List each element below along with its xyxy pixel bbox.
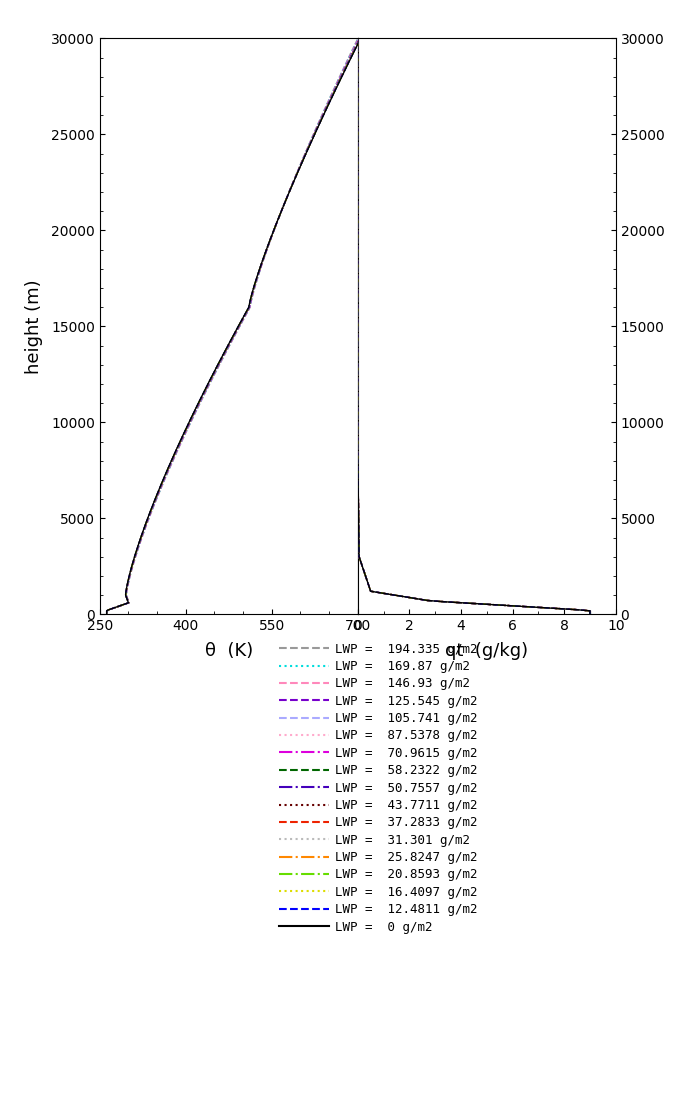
X-axis label: qt  (g/kg): qt (g/kg) bbox=[445, 642, 528, 659]
Y-axis label: height (m): height (m) bbox=[25, 279, 43, 374]
Legend: LWP =  194.335 g/m2, LWP =  169.87 g/m2, LWP =  146.93 g/m2, LWP =  125.545 g/m2: LWP = 194.335 g/m2, LWP = 169.87 g/m2, L… bbox=[279, 643, 477, 934]
X-axis label: θ  (K): θ (K) bbox=[204, 642, 253, 659]
